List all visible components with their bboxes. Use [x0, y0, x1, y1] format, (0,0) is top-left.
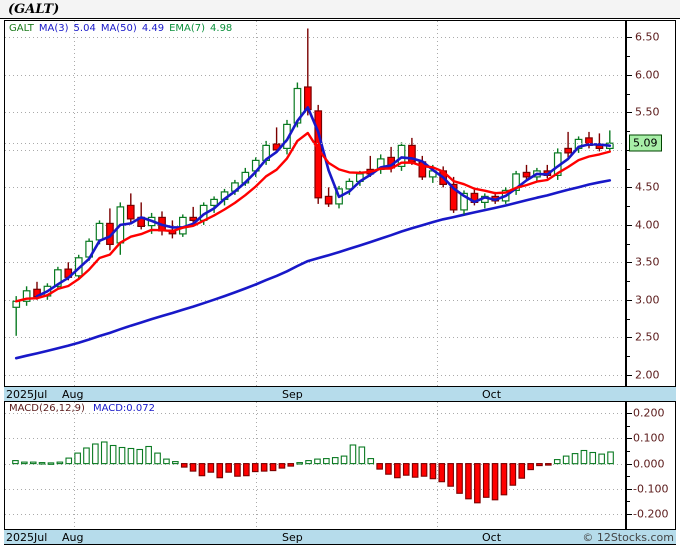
macd-y-axis-minor-tick [627, 476, 630, 477]
date-axis-label: 2025Jul [6, 531, 48, 544]
y-axis-label: 2.00 [635, 368, 660, 382]
y-axis-tick [627, 75, 632, 76]
macd-y-axis-label: 0.000 [633, 457, 665, 471]
macd-y-axis-label: 0.100 [633, 431, 665, 445]
y-axis-tick [627, 337, 632, 338]
y-axis-tick [627, 262, 632, 263]
macd-y-axis-tick [627, 413, 632, 414]
date-axis-label: Oct [482, 388, 502, 401]
date-axis-top: 2025Jul Aug Sep Oct [4, 386, 676, 402]
y-axis-tick [627, 225, 632, 226]
macd-y-axis-label: -0.200 [633, 507, 669, 521]
y-axis-minor-tick [627, 94, 630, 95]
page-title: (GALT) [8, 2, 60, 17]
date-axis-label: Sep [282, 388, 303, 401]
price-panel: GALT MA(3) 5.04 MA(50) 4.49 EMA(7) 4.98 2.00 2.… [4, 20, 676, 387]
macd-y-axis-minor-tick [627, 426, 630, 427]
y-axis-minor-tick [627, 169, 630, 170]
title-bar: (GALT) [0, 0, 680, 19]
macd-legend: MACD(26,12,9) MACD:0.072 [9, 403, 163, 414]
date-axis-label: Aug [62, 388, 84, 401]
y-axis-label: 6.50 [635, 30, 660, 44]
y-axis-minor-tick [627, 319, 630, 320]
legend-symbol: GALT [9, 23, 34, 34]
macd-y-axis-tick [627, 514, 632, 515]
date-axis-label: 2025Jul [6, 388, 48, 401]
y-axis-minor-tick [627, 356, 630, 357]
y-axis-label: 4.00 [635, 218, 660, 232]
macd-panel: MACD(26,12,9) MACD:0.072 0.200 0.100 0.000 -… [4, 402, 676, 529]
y-axis-minor-tick [627, 244, 630, 245]
y-axis-label: 2.50 [635, 330, 660, 344]
macd-title: MACD(26,12,9) [9, 403, 85, 414]
macd-y-axis: 0.200 0.100 0.000 -0.100 -0.200 [625, 402, 675, 529]
legend-ma50-value: 4.49 [141, 23, 165, 34]
legend-ema7-value: 4.98 [210, 23, 233, 34]
macd-y-axis-tick [627, 464, 632, 465]
price-plot-area [5, 21, 625, 386]
last-price-tag: 5.09 [629, 134, 662, 152]
legend-ma50-label: MA(50) [100, 23, 137, 34]
macd-y-axis-tick [627, 438, 632, 439]
macd-y-axis-minor-tick [627, 501, 630, 502]
y-axis-minor-tick [627, 131, 630, 132]
macd-y-axis-minor-tick [627, 451, 630, 452]
footer-credit: © 12Stocks.com [582, 531, 674, 544]
y-axis-tick [627, 187, 632, 188]
candlestick-chart [5, 21, 625, 386]
date-axis-label: Aug [62, 531, 84, 544]
price-y-axis: 2.00 2.50 3.00 3.50 4.00 4.50 5.50 6.00 6.50 5.09 [625, 21, 675, 386]
y-axis-minor-tick [627, 56, 630, 57]
price-legend: GALT MA(3) 5.04 MA(50) 4.49 EMA(7) 4.98 [9, 23, 237, 34]
macd-y-axis-label: -0.100 [633, 482, 669, 496]
date-axis-bottom: 2025Jul Aug Sep Oct [4, 529, 676, 545]
y-axis-label: 3.50 [635, 255, 660, 269]
macd-value: MACD:0.072 [92, 403, 155, 414]
y-axis-tick [627, 37, 632, 38]
y-axis-tick [627, 112, 632, 113]
y-axis-tick [627, 300, 632, 301]
y-axis-label: 4.50 [635, 180, 660, 194]
y-axis-minor-tick [627, 206, 630, 207]
legend-ma3-label: MA(3) [38, 23, 69, 34]
macd-y-axis-label: 0.200 [633, 406, 665, 420]
y-axis-minor-tick [627, 281, 630, 282]
date-axis-label: Oct [482, 531, 502, 544]
legend-ma3-value: 5.04 [73, 23, 96, 34]
macd-y-axis-tick [627, 489, 632, 490]
y-axis-label: 3.00 [635, 293, 660, 307]
legend-ema7-label: EMA(7) [169, 23, 206, 34]
macd-plot-area [5, 402, 625, 529]
date-axis-label: Sep [282, 531, 303, 544]
macd-histogram [5, 402, 625, 529]
y-axis-tick [627, 375, 632, 376]
y-axis-label: 6.00 [635, 68, 660, 82]
y-axis-label: 5.50 [635, 105, 660, 119]
